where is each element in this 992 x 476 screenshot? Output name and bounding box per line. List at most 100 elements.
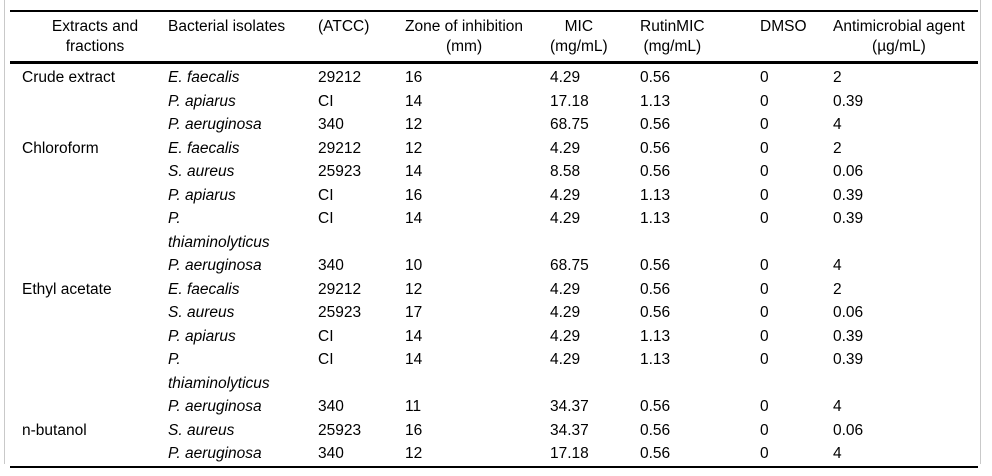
rutin-cell: 0.56 bbox=[640, 395, 760, 419]
rutin-value: 0.56 bbox=[640, 139, 671, 157]
atcc-value: 340 bbox=[318, 445, 344, 462]
rutin-value: 0.56 bbox=[640, 69, 671, 86]
extract-cell bbox=[10, 90, 168, 114]
dmso-cell: 0 bbox=[760, 278, 833, 302]
mic-value: 8.58 bbox=[550, 163, 581, 180]
zone-value: 11 bbox=[405, 398, 422, 415]
table-row: Chloroform E. faecalis 29212 12 4.29 0.56 0 2 bbox=[10, 137, 978, 161]
isolate-cell: E. faecalis bbox=[168, 137, 318, 161]
header-row: Extracts and fractions Bacterial isolate… bbox=[10, 11, 978, 64]
rutin-cell: 1.13 bbox=[640, 325, 760, 349]
mic-cell: 4.29 bbox=[550, 325, 640, 349]
agent-cell: 2 bbox=[833, 63, 978, 90]
extract-cell bbox=[10, 184, 168, 208]
isolate-value: P. apiarus bbox=[168, 92, 236, 110]
rutin-cell: 0.56 bbox=[640, 113, 760, 137]
dmso-cell: 0 bbox=[760, 207, 833, 254]
extract-value: n-butanol bbox=[22, 421, 87, 439]
rutin-value: 0.56 bbox=[640, 280, 671, 298]
header-atcc: (ATCC) bbox=[318, 11, 405, 64]
isolate-cell: P. aeruginosa bbox=[168, 113, 318, 137]
zone-cell: 17 bbox=[405, 301, 550, 325]
table-header: Extracts and fractions Bacterial isolate… bbox=[10, 11, 978, 64]
zone-cell: 14 bbox=[405, 160, 550, 184]
extract-cell: n-butanol bbox=[10, 419, 168, 443]
zone-value: 14 bbox=[405, 351, 423, 368]
dmso-value: 0 bbox=[760, 304, 769, 321]
mic-cell: 8.58 bbox=[550, 160, 640, 184]
extract-cell: Ethyl acetate bbox=[10, 278, 168, 302]
isolate-cell: P. apiarus bbox=[168, 90, 318, 114]
agent-value: 0.39 bbox=[833, 92, 864, 110]
agent-value: 4 bbox=[833, 398, 842, 415]
rutin-cell: 1.13 bbox=[640, 348, 760, 395]
mic-value: 17.18 bbox=[550, 92, 589, 110]
zone-cell: 14 bbox=[405, 325, 550, 349]
zone-cell: 14 bbox=[405, 348, 550, 395]
mic-cell: 4.29 bbox=[550, 207, 640, 254]
zone-cell: 12 bbox=[405, 442, 550, 467]
agent-value: 2 bbox=[833, 280, 842, 298]
agent-cell: 2 bbox=[833, 278, 978, 302]
isolate-cell: E. faecalis bbox=[168, 278, 318, 302]
atcc-value: CI bbox=[318, 210, 334, 227]
isolate-cell: P. aeruginosa bbox=[168, 395, 318, 419]
agent-value: 2 bbox=[833, 139, 842, 157]
extract-value: Chloroform bbox=[22, 139, 99, 157]
atcc-value: 25923 bbox=[318, 421, 362, 439]
extract-value: Ethyl acetate bbox=[22, 280, 112, 298]
mic-value: 4.29 bbox=[550, 327, 581, 345]
agent-value: 0.39 bbox=[833, 186, 864, 204]
dmso-cell: 0 bbox=[760, 325, 833, 349]
rutin-value: 0.56 bbox=[640, 257, 671, 274]
table-row: S. aureus 25923 17 4.29 0.56 0 0.06 bbox=[10, 301, 978, 325]
dmso-cell: 0 bbox=[760, 348, 833, 395]
agent-cell: 0.39 bbox=[833, 90, 978, 114]
header-zone-unit: (mm) bbox=[445, 38, 483, 55]
zone-value: 12 bbox=[405, 116, 423, 133]
mic-value: 34.37 bbox=[550, 421, 589, 439]
header-isolates: Bacterial isolates bbox=[168, 11, 318, 64]
atcc-cell: CI bbox=[318, 90, 405, 114]
isolate-cell: P. thiaminolyticus bbox=[168, 348, 318, 395]
agent-cell: 0.39 bbox=[833, 184, 978, 208]
atcc-cell: CI bbox=[318, 207, 405, 254]
dmso-cell: 0 bbox=[760, 90, 833, 114]
agent-cell: 0.06 bbox=[833, 419, 978, 443]
rutin-value: 1.13 bbox=[640, 186, 671, 204]
zone-value: 12 bbox=[405, 280, 423, 298]
rutin-cell: 0.56 bbox=[640, 301, 760, 325]
mic-value: 68.75 bbox=[550, 116, 589, 133]
header-agent-label: Antimicrobial agent bbox=[833, 18, 965, 35]
isolate-value: P. apiarus bbox=[168, 327, 236, 345]
isolate-cell: P. aeruginosa bbox=[168, 254, 318, 278]
agent-value: 0.39 bbox=[833, 351, 864, 368]
mic-cell: 4.29 bbox=[550, 63, 640, 90]
header-extracts: Extracts and fractions bbox=[10, 11, 168, 64]
extract-cell bbox=[10, 395, 168, 419]
isolate-cell: P. aeruginosa bbox=[168, 442, 318, 467]
rutin-value: 0.56 bbox=[640, 163, 671, 180]
dmso-cell: 0 bbox=[760, 184, 833, 208]
table-row: P. aeruginosa 340 12 17.18 0.56 0 4 bbox=[10, 442, 978, 467]
header-agent: Antimicrobial agent (µg/mL) bbox=[833, 11, 978, 64]
atcc-cell: 340 bbox=[318, 113, 405, 137]
rutin-cell: 1.13 bbox=[640, 207, 760, 254]
dmso-value: 0 bbox=[760, 398, 769, 415]
mic-value: 4.29 bbox=[550, 210, 581, 227]
dmso-value: 0 bbox=[760, 421, 769, 439]
mic-value: 4.29 bbox=[550, 351, 581, 368]
isolate-cell: S. aureus bbox=[168, 301, 318, 325]
mic-cell: 68.75 bbox=[550, 113, 640, 137]
extract-cell: Chloroform bbox=[10, 137, 168, 161]
agent-value: 4 bbox=[833, 116, 842, 133]
zone-cell: 11 bbox=[405, 395, 550, 419]
dmso-value: 0 bbox=[760, 257, 769, 274]
dmso-value: 0 bbox=[760, 351, 769, 368]
isolate-value: P. thiaminolyticus bbox=[168, 210, 270, 251]
zone-cell: 16 bbox=[405, 63, 550, 90]
dmso-value: 0 bbox=[760, 327, 769, 345]
table-row: P. aeruginosa 340 11 34.37 0.56 0 4 bbox=[10, 395, 978, 419]
mic-cell: 4.29 bbox=[550, 301, 640, 325]
header-extracts-label: Extracts and fractions bbox=[51, 18, 139, 55]
